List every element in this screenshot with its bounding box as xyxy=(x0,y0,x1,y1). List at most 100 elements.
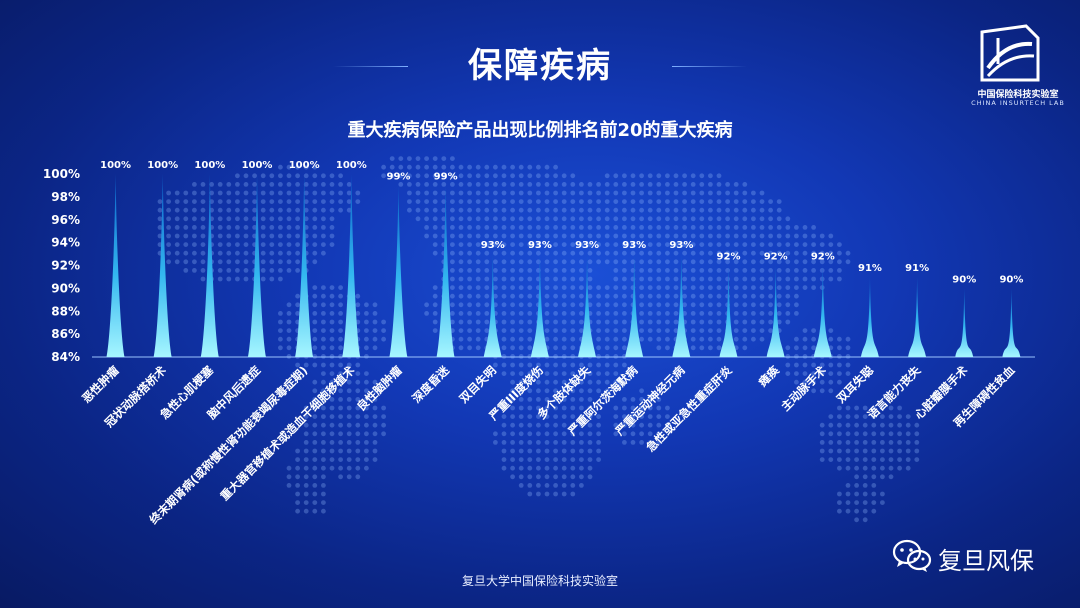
map-dot xyxy=(785,293,791,299)
map-dot xyxy=(312,190,318,196)
map-dot xyxy=(776,233,782,239)
map-dot xyxy=(828,388,834,394)
map-dot xyxy=(243,250,249,256)
bar xyxy=(200,174,219,357)
map-dot xyxy=(553,397,558,402)
map-dot xyxy=(174,259,180,265)
map-dot xyxy=(785,319,791,325)
map-dot xyxy=(518,397,524,402)
map-dot xyxy=(587,457,593,462)
map-dot xyxy=(699,285,705,290)
map-dot xyxy=(295,190,300,196)
map-dot xyxy=(630,173,636,179)
map-dot xyxy=(819,276,825,282)
map-dot xyxy=(303,173,309,179)
map-dot xyxy=(751,233,756,239)
map-dot xyxy=(458,173,464,179)
map-dot xyxy=(518,207,524,213)
bar xyxy=(955,288,974,357)
data-label: 100% xyxy=(194,160,225,171)
map-dot xyxy=(587,216,593,222)
map-dot xyxy=(639,216,644,222)
map-dot xyxy=(544,371,550,376)
map-dot xyxy=(346,199,352,205)
map-dot xyxy=(587,207,593,213)
map-dot xyxy=(493,164,498,170)
map-dot xyxy=(518,354,524,359)
map-dot xyxy=(527,311,533,316)
map-dot xyxy=(166,199,172,205)
map-dot xyxy=(174,190,180,196)
map-dot xyxy=(441,199,447,205)
map-dot xyxy=(888,405,894,411)
map-dot xyxy=(260,268,266,273)
map-dot xyxy=(845,448,851,454)
map-dot xyxy=(527,405,533,411)
map-dot xyxy=(501,319,507,325)
map-dot xyxy=(536,448,541,454)
map-dot xyxy=(389,164,395,170)
map-dot xyxy=(303,457,309,462)
map-dot xyxy=(424,216,429,222)
map-dot xyxy=(424,233,429,239)
map-dot xyxy=(338,431,343,437)
map-dot xyxy=(398,164,404,170)
map-dot xyxy=(278,173,283,179)
map-dot xyxy=(613,414,619,419)
map-dot xyxy=(303,414,309,419)
map-dot xyxy=(553,285,558,290)
map-dot xyxy=(518,285,524,290)
map-dot xyxy=(346,397,352,402)
map-dot xyxy=(518,388,524,394)
map-dot xyxy=(656,268,662,273)
map-dot xyxy=(862,422,868,428)
map-dot xyxy=(570,259,576,265)
map-dot xyxy=(759,259,765,265)
map-dot xyxy=(295,199,300,205)
map-dot xyxy=(321,448,326,454)
map-dot xyxy=(260,233,266,239)
map-dot xyxy=(484,276,490,282)
map-dot xyxy=(174,250,180,256)
map-dot xyxy=(579,242,584,248)
map-dot xyxy=(510,242,515,248)
map-dot xyxy=(484,250,490,256)
map-dot xyxy=(561,268,567,273)
map-dot xyxy=(458,225,464,230)
map-dot xyxy=(235,250,240,256)
map-dot xyxy=(544,397,550,402)
map-dot xyxy=(630,182,636,187)
map-dot xyxy=(295,448,300,454)
map-dot xyxy=(880,448,885,454)
map-dot xyxy=(312,225,318,230)
map-dot xyxy=(501,225,507,230)
map-dot xyxy=(441,182,447,187)
map-dot xyxy=(854,508,859,514)
map-dot xyxy=(561,483,567,488)
map-dot xyxy=(321,500,326,505)
map-dot xyxy=(329,354,335,359)
map-dot xyxy=(561,242,567,248)
map-dot xyxy=(355,422,361,428)
map-dot xyxy=(699,216,705,222)
map-dot xyxy=(372,388,378,394)
map-dot xyxy=(768,293,773,299)
map-dot xyxy=(278,268,283,273)
map-dot xyxy=(484,285,490,290)
bar xyxy=(672,254,691,357)
map-dot xyxy=(166,259,172,265)
map-dot xyxy=(690,182,696,187)
map-dot xyxy=(183,259,189,265)
map-dot xyxy=(501,242,507,248)
map-dot xyxy=(329,190,335,196)
map-dot xyxy=(682,199,687,205)
map-dot xyxy=(407,182,412,187)
map-dot xyxy=(346,431,352,437)
map-dot xyxy=(493,250,498,256)
map-dot xyxy=(639,293,644,299)
map-dot xyxy=(751,190,756,196)
map-dot xyxy=(871,405,877,411)
map-dot xyxy=(819,285,825,290)
map-dot xyxy=(914,422,920,428)
map-dot xyxy=(355,311,361,316)
